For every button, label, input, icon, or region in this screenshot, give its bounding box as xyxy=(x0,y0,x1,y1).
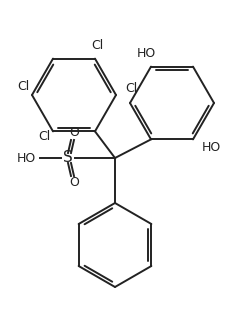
Text: HO: HO xyxy=(201,141,221,154)
Text: Cl: Cl xyxy=(17,80,29,94)
Text: Cl: Cl xyxy=(38,130,50,143)
Text: O: O xyxy=(69,126,79,140)
Text: O: O xyxy=(69,177,79,189)
Text: S: S xyxy=(63,151,73,166)
Text: Cl: Cl xyxy=(125,81,137,95)
Text: HO: HO xyxy=(16,151,36,165)
Text: HO: HO xyxy=(136,47,156,60)
Text: Cl: Cl xyxy=(91,39,103,52)
